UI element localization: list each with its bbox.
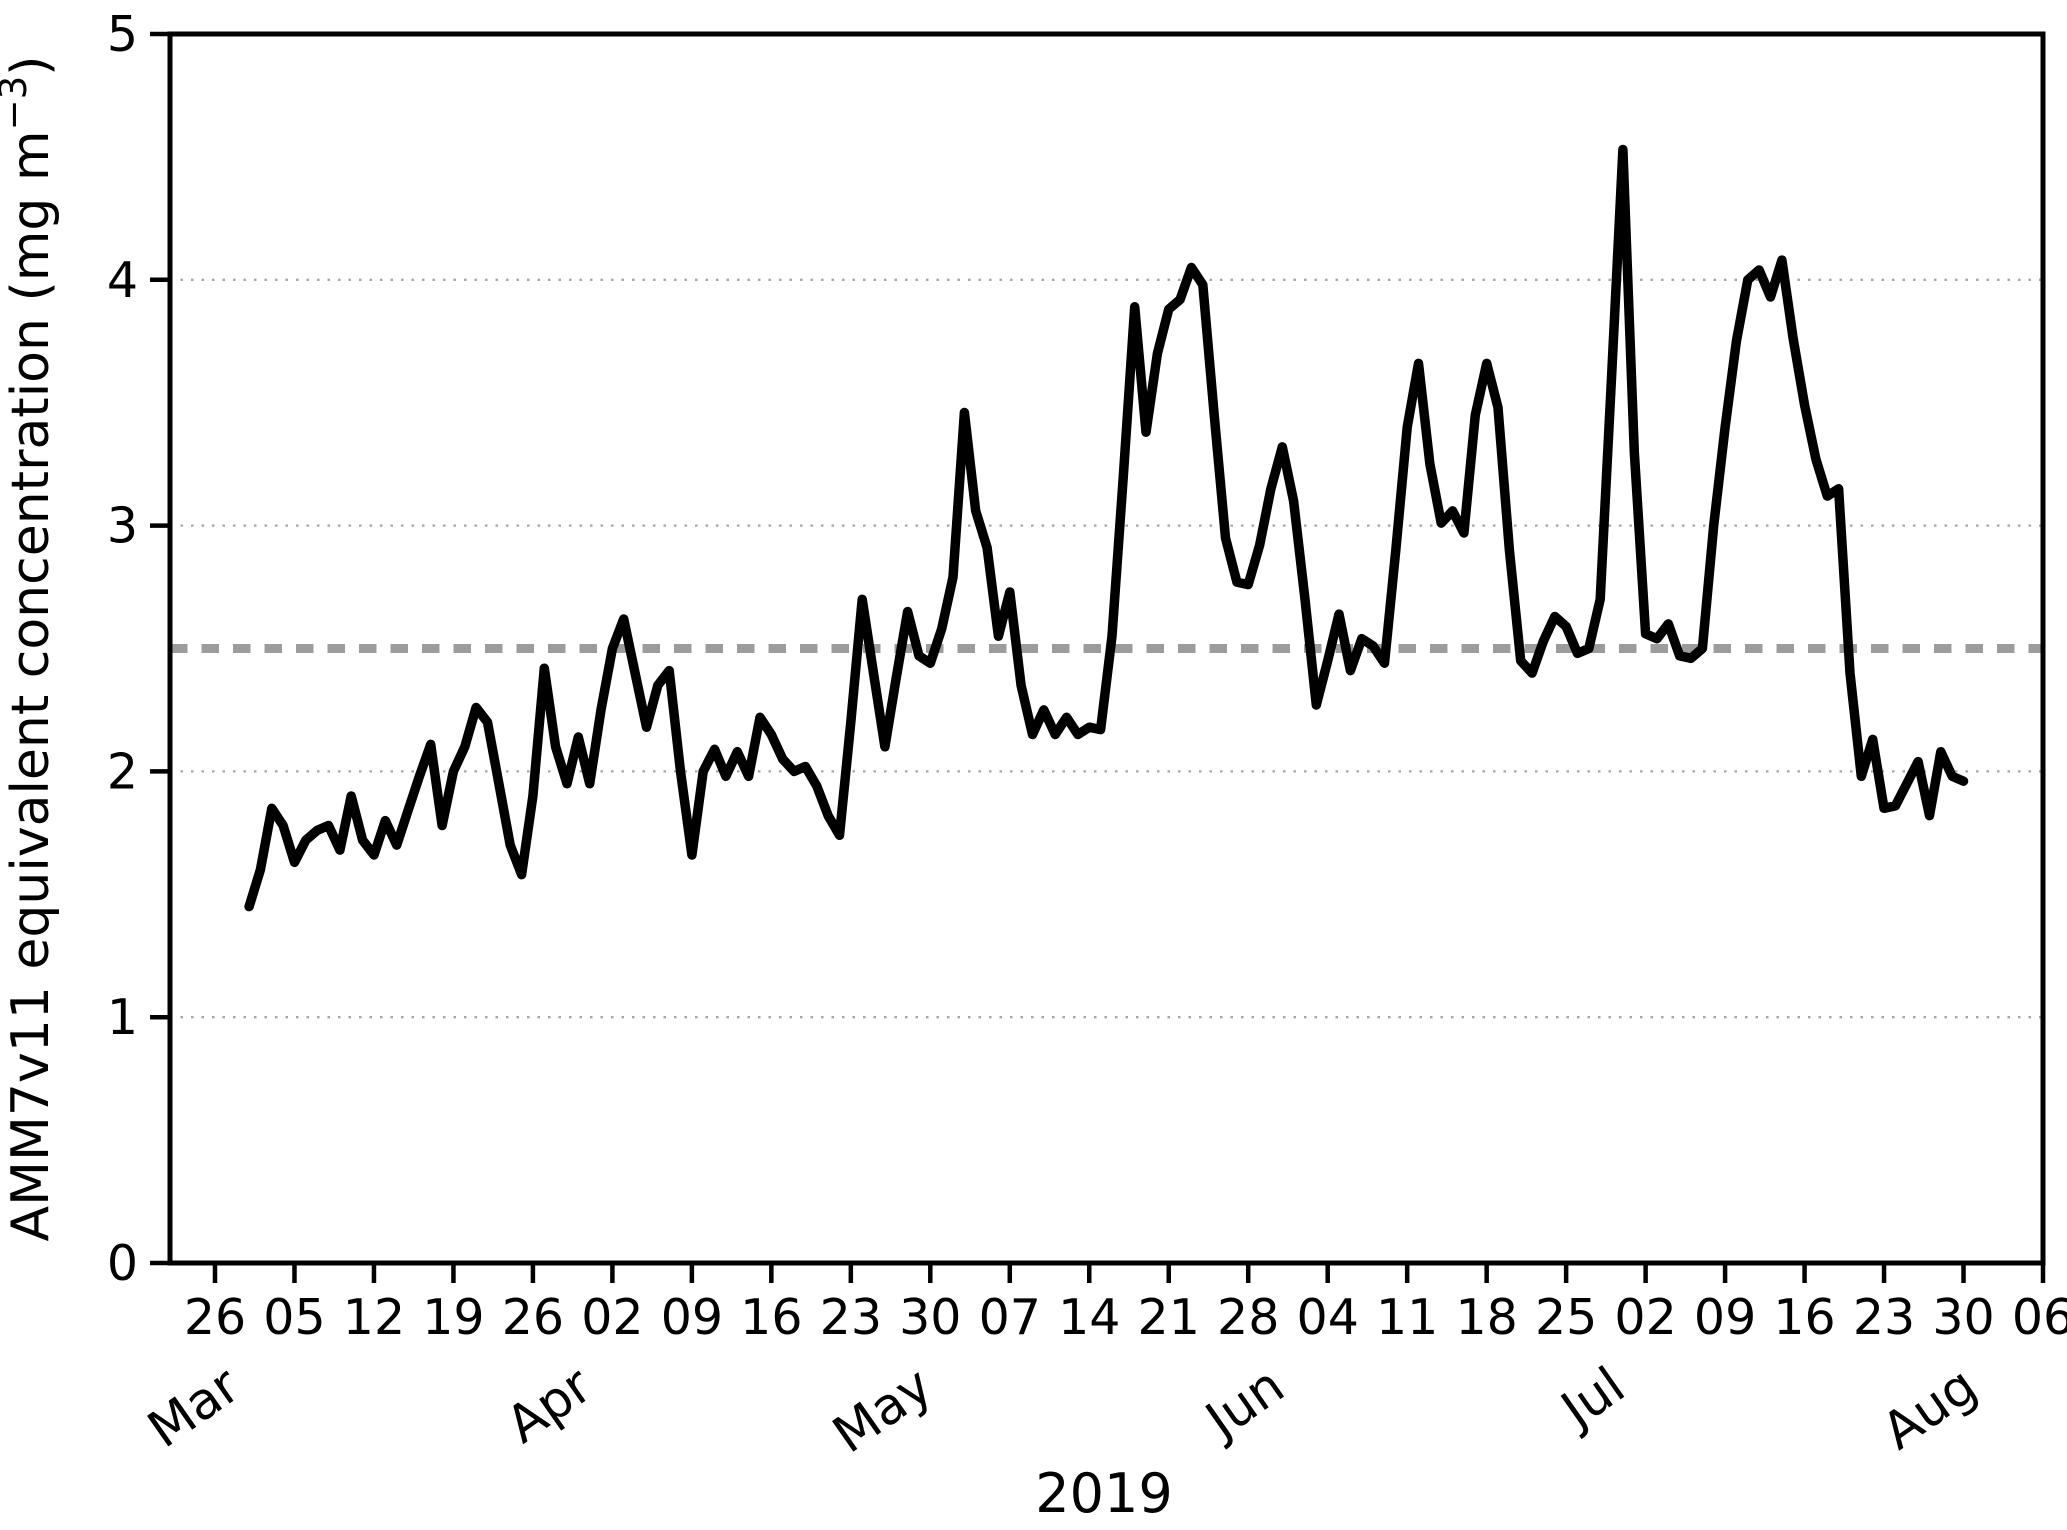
x-tick-label: 02 [1614, 1289, 1676, 1346]
x-tick-label: 19 [422, 1289, 484, 1346]
x-tick-label: 16 [740, 1289, 802, 1346]
x-tick-label: 02 [581, 1289, 643, 1346]
x-tick-label: 26 [502, 1289, 564, 1346]
x-month-label: Apr [496, 1356, 602, 1455]
x-month-label: Jun [1194, 1356, 1296, 1452]
x-month-label: Mar [138, 1356, 251, 1460]
x-tick-label: 23 [820, 1289, 882, 1346]
x-tick-label: 25 [1535, 1289, 1597, 1346]
x-tick-label: 30 [899, 1289, 961, 1346]
x-axis-year-label: 2019 [1035, 1462, 1172, 1525]
data-line [244, 144, 1969, 912]
x-tick-label: 09 [1694, 1289, 1756, 1346]
x-tick-label: 07 [979, 1289, 1041, 1346]
x-tick-label: 16 [1773, 1289, 1835, 1346]
y-tick-label: 5 [107, 6, 138, 63]
y-tick-label: 0 [107, 1235, 138, 1292]
x-tick-label: 12 [343, 1289, 405, 1346]
x-tick-label: 21 [1138, 1289, 1200, 1346]
y-tick-label: 1 [107, 989, 138, 1046]
x-tick-label: 04 [1297, 1289, 1359, 1346]
y-tick-label: 2 [107, 743, 138, 800]
x-tick-label: 23 [1853, 1289, 1915, 1346]
x-tick-label: 06 [2012, 1289, 2067, 1346]
x-tick-label: 30 [1932, 1289, 1994, 1346]
plot-border [167, 31, 2046, 1266]
x-tick-label: 11 [1376, 1289, 1438, 1346]
y-tick-label: 3 [107, 498, 138, 555]
x-tick-label: 09 [661, 1289, 723, 1346]
x-tick-label: 18 [1455, 1289, 1517, 1346]
x-month-label: Jul [1549, 1356, 1636, 1441]
y-axis-label: AMM7v11 equivalent concentration (mg m−3… [0, 56, 61, 1242]
y-tick-label: 4 [107, 252, 138, 309]
x-tick-label: 26 [184, 1289, 246, 1346]
x-tick-label: 28 [1217, 1289, 1279, 1346]
x-month-label: Aug [1872, 1356, 1987, 1461]
x-month-label: May [823, 1356, 943, 1465]
x-tick-label: 05 [263, 1289, 325, 1346]
x-tick-label: 14 [1058, 1289, 1120, 1346]
